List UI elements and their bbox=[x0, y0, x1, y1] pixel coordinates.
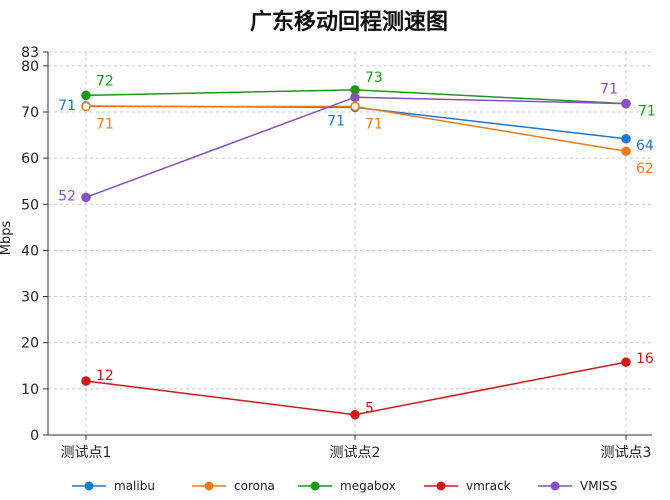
y-tick-label: 0 bbox=[30, 428, 39, 444]
y-tick-label: 40 bbox=[21, 243, 39, 259]
data-point-corona bbox=[350, 101, 360, 112]
legend-swatch-marker bbox=[204, 481, 214, 491]
data-label-vmrack: 5 bbox=[365, 401, 374, 417]
data-point-vmrack bbox=[81, 376, 91, 386]
legend-item-vmiss[interactable]: VMISS bbox=[538, 479, 617, 493]
data-label-malibu: 71 bbox=[58, 98, 76, 114]
legend-label: megabox bbox=[340, 479, 396, 493]
data-label-corona: 71 bbox=[96, 116, 114, 132]
legend-item-megabox[interactable]: megabox bbox=[298, 479, 396, 493]
data-point-vmiss bbox=[81, 192, 91, 203]
legend-swatch-marker bbox=[550, 481, 560, 491]
data-point-megabox bbox=[81, 90, 91, 101]
chart-title: 广东移动回程测速图 bbox=[250, 9, 448, 35]
data-label-corona: 71 bbox=[365, 116, 383, 132]
grid bbox=[48, 51, 652, 435]
legend-item-corona[interactable]: corona bbox=[192, 479, 275, 493]
data-point-corona bbox=[621, 146, 631, 156]
data-label-malibu: 71 bbox=[327, 113, 345, 129]
y-tick-label: 30 bbox=[21, 290, 39, 306]
legend-label: malibu bbox=[114, 479, 155, 493]
series: 71 71 64 71 71 62 72 73 71 12 5 16 52 71 bbox=[58, 70, 656, 420]
legend-label: vmrack bbox=[466, 479, 511, 493]
data-label-vmiss: 52 bbox=[58, 188, 76, 204]
x-tick-label: 测试点1 bbox=[61, 445, 112, 461]
legend-swatch-marker bbox=[436, 481, 446, 491]
data-point-vmiss bbox=[621, 98, 631, 109]
legend-label: corona bbox=[234, 479, 275, 493]
x-tick-label: 测试点2 bbox=[330, 445, 381, 461]
legend-item-vmrack[interactable]: vmrack bbox=[424, 479, 511, 493]
y-tick-label: 80 bbox=[21, 59, 39, 75]
legend-swatch-marker bbox=[310, 481, 320, 491]
legend-item-malibu[interactable]: malibu bbox=[72, 479, 155, 493]
y-tick-label: 10 bbox=[21, 382, 39, 398]
y-tick-label: 60 bbox=[21, 151, 39, 167]
data-label-vmrack: 16 bbox=[636, 351, 654, 367]
legend-label: VMISS bbox=[580, 479, 617, 493]
data-label-corona: 62 bbox=[636, 161, 654, 177]
data-label-malibu: 64 bbox=[636, 138, 654, 154]
data-label-megabox: 72 bbox=[96, 73, 114, 89]
data-point-corona bbox=[81, 101, 91, 112]
data-point-malibu bbox=[621, 134, 631, 144]
data-label-megabox: 71 bbox=[638, 104, 656, 120]
y-axis-label: Mbps bbox=[0, 221, 14, 256]
data-point-vmrack bbox=[621, 357, 631, 367]
y-tick-label: 20 bbox=[21, 336, 39, 352]
legend: malibu corona megabox vmrack VMISS bbox=[72, 479, 617, 493]
data-label-megabox: 73 bbox=[365, 70, 383, 86]
legend-swatch-marker bbox=[84, 481, 94, 491]
y-tick-label: 50 bbox=[21, 197, 39, 213]
y-tick-label: 83 bbox=[21, 45, 39, 61]
data-point-vmiss bbox=[350, 92, 360, 102]
data-point-vmrack bbox=[350, 409, 360, 420]
y-tick-label: 70 bbox=[21, 105, 39, 121]
data-label-vmiss: 71 bbox=[600, 82, 618, 98]
data-label-vmrack: 12 bbox=[96, 368, 114, 384]
x-tick-label: 测试点3 bbox=[601, 445, 652, 461]
